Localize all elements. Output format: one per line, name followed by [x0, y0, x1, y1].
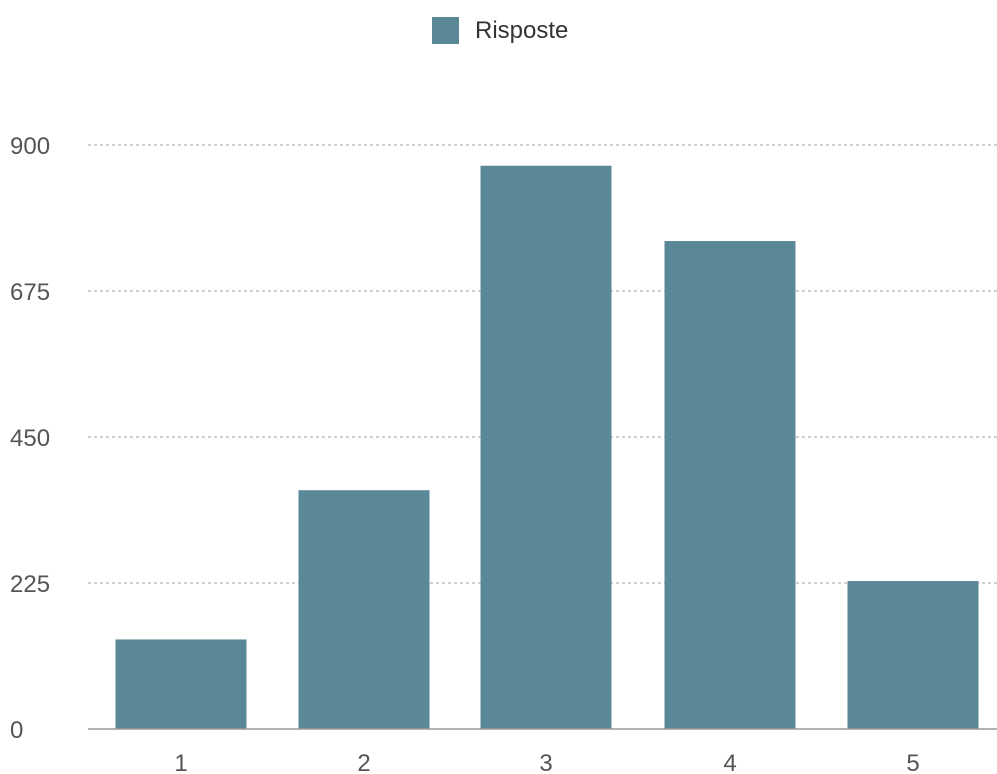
legend[interactable]: Risposte	[432, 17, 568, 44]
bar-1[interactable]	[115, 639, 247, 729]
bar-3[interactable]	[480, 165, 612, 729]
x-tick-label-1: 1	[174, 750, 187, 774]
y-tick-label-225: 225	[10, 571, 50, 598]
bar-2[interactable]	[298, 490, 430, 729]
bar-4[interactable]	[664, 241, 796, 729]
x-tick-label-5: 5	[906, 750, 919, 774]
legend-swatch	[432, 17, 459, 44]
bar-5[interactable]	[847, 581, 979, 729]
gridlines	[88, 144, 997, 584]
x-tick-label-4: 4	[723, 750, 736, 774]
bars	[115, 165, 979, 729]
legend-label-risposte: Risposte	[475, 17, 568, 44]
x-tick-label-3: 3	[539, 750, 552, 774]
y-tick-label-450: 450	[10, 425, 50, 452]
y-tick-label-900: 900	[10, 133, 50, 160]
y-axis-tick-labels: 0 225 450 675 900	[10, 133, 50, 744]
x-axis-tick-labels: 1 2 3 4 5	[174, 750, 919, 774]
y-tick-label-675: 675	[10, 279, 50, 306]
x-tick-label-2: 2	[357, 750, 370, 774]
y-tick-label-0: 0	[10, 717, 23, 744]
